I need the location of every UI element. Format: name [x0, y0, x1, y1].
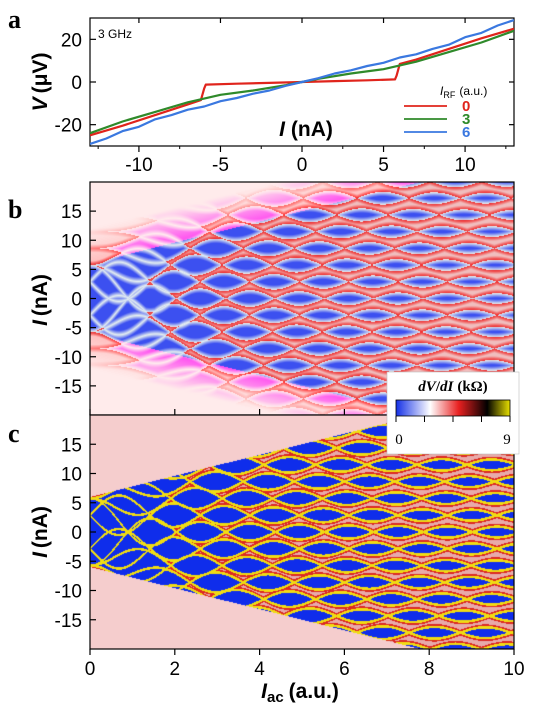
- panel-a-xtick-label: -5: [212, 155, 229, 176]
- panel-c-ytick-label: 0: [71, 523, 82, 544]
- panel-a-xtick-label: 10: [455, 155, 476, 176]
- panel-c-xtick-label: 10: [503, 659, 524, 680]
- panel-b-ytick-label: -5: [65, 319, 82, 340]
- panel-c-xtick-label: 2: [170, 659, 181, 680]
- panel-c-xlabel: Iac (a.u.): [261, 680, 339, 706]
- panel-c-xtick-label: 0: [85, 659, 96, 680]
- panel-a-ytick-label: -20: [55, 116, 82, 137]
- panel-c-xtick-label: 4: [254, 659, 265, 680]
- panel-c-xtick-label: 6: [339, 659, 350, 680]
- legend-entry-0: 0: [462, 98, 470, 115]
- panel-a-series: [90, 19, 514, 145]
- panel-c-ytick-label: 5: [71, 494, 82, 515]
- panel-a-legend: IRF (a.u.) 036: [404, 84, 487, 141]
- panel-c-ytick-label: 15: [61, 435, 82, 456]
- panel-b-ytick-label: 10: [61, 231, 82, 252]
- colorbar: dV/dI (kΩ) 0 9: [386, 371, 520, 455]
- colorbar-min-label: 0: [395, 432, 403, 448]
- legend-entry-3: 3: [462, 111, 470, 128]
- frequency-annotation: 3 GHz: [98, 27, 132, 41]
- panel-c-ytick-label: -10: [55, 582, 82, 603]
- panel-b-ticks: -15 -10 -5 0 5 10 15: [55, 202, 96, 398]
- colorbar-label: dV/dI (kΩ): [418, 379, 487, 395]
- panel-b-ytick-label: 15: [61, 202, 82, 223]
- panel-a-ticks: -10 -5 0 5 10 -20 0 20: [55, 18, 514, 176]
- panel-a-xtick-label: 0: [297, 155, 308, 176]
- panel-c-ytick-label: -15: [55, 611, 82, 632]
- panel-a-xlabel: I (nA): [279, 118, 333, 141]
- panel-a-ylabel: V(μV): [29, 53, 52, 112]
- panel-a-xtick-label: -10: [125, 155, 152, 176]
- panel-a-xtick-label: 5: [378, 155, 389, 176]
- panel-letter-b: b: [8, 195, 22, 224]
- panel-b-ylabel: I(nA): [29, 274, 52, 326]
- colorbar-max-label: 9: [503, 432, 511, 448]
- panel-a-ytick-label: 0: [71, 73, 82, 94]
- panel-c-ticks: -15 -10 -5 0 5 10 15 0 2 4 6 8 10: [55, 409, 525, 680]
- panel-b-ytick-label: -15: [55, 377, 82, 398]
- panel-letter-a: a: [8, 5, 21, 34]
- panel-b-ytick-label: 0: [71, 290, 82, 311]
- panel-b-ytick-label: 5: [71, 260, 82, 281]
- panel-c-ylabel: I(nA): [29, 506, 52, 558]
- colorbar-ticks: [395, 416, 511, 422]
- panel-letter-c: c: [8, 419, 20, 448]
- panel-a: -10 -5 0 5 10 -20 0 20 3 GHz V(μV) I (nA) IRF (a.…: [29, 17, 515, 176]
- series-line-6: [90, 19, 514, 145]
- panel-a-ytick-label: 20: [61, 30, 82, 51]
- panel-c-xtick-label: 8: [424, 659, 435, 680]
- legend-title: IRF (a.u.): [440, 84, 487, 100]
- panel-c-ytick-label: -5: [65, 552, 82, 573]
- legend-entry-6: 6: [462, 124, 470, 141]
- panel-c-ytick-label: 10: [61, 465, 82, 486]
- colorbar-gradient: [395, 399, 511, 417]
- panel-b-ytick-label: -10: [55, 348, 82, 369]
